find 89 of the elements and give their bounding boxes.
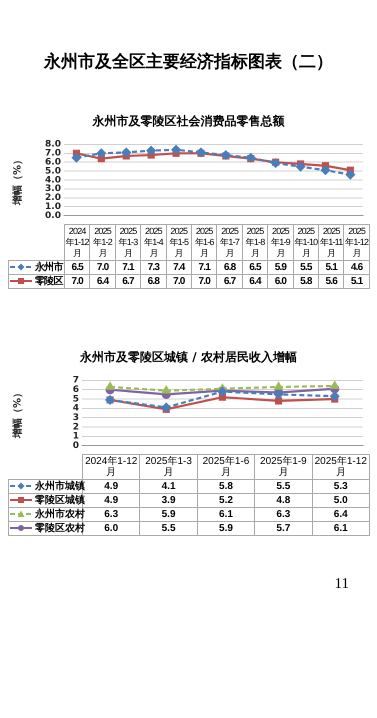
y-tick-label: 6 — [72, 385, 79, 396]
x-tick-label: 2025年1-5月 — [166, 224, 192, 260]
data-label: 6.3 — [254, 508, 312, 522]
y-tick-label: 3 — [72, 413, 79, 423]
data-label: 6.8 — [140, 274, 166, 288]
data-label: 4.8 — [254, 494, 312, 508]
data-label: 6.8 — [216, 260, 242, 274]
x-tick-label: 2025年1-10月 — [293, 224, 319, 260]
x-tick-label: 2025年1-12月 — [312, 454, 370, 480]
y-tick-label: 6.0 — [45, 158, 61, 168]
data-label: 6.7 — [216, 274, 242, 288]
y-tick-label: 3.0 — [45, 184, 61, 194]
data-label: 5.9 — [268, 260, 294, 274]
y-tick-label: 4.0 — [45, 175, 61, 186]
x-tick-label: 2025年1-9月 — [268, 224, 294, 260]
chart-title: 永州市及零陵区城镇 / 农村居民收入增幅 — [78, 349, 298, 366]
data-label: 5.1 — [318, 260, 344, 274]
data-label: 7.3 — [140, 260, 166, 274]
data-label: 5.5 — [254, 480, 312, 494]
y-tick-label: 1.0 — [45, 202, 61, 212]
text: 11 — [334, 576, 350, 593]
data-label: 4.9 — [104, 481, 118, 492]
x-tick-label: 2025年1-12月 — [344, 224, 370, 260]
data-label: 6.3 — [104, 509, 118, 520]
data-label: 4.6 — [344, 260, 370, 274]
x-tick-label: 2025年1-3月 — [115, 224, 141, 260]
data-label: 5.9 — [140, 508, 198, 522]
x-tick-label: 2025年1-6月 — [197, 454, 255, 480]
x-tick-label: 2025年1-4月 — [140, 224, 166, 260]
legend-label: 零陵区农村 — [35, 523, 85, 534]
y-tick-label: 1 — [72, 432, 79, 442]
y-tick-label: 2.0 — [45, 193, 61, 204]
y-tick-label: 7.0 — [45, 148, 61, 159]
data-label: 5.8 — [197, 480, 255, 494]
data-label: 6.0 — [268, 274, 294, 288]
data-label: 5.2 — [197, 494, 255, 508]
data-label: 5.0 — [312, 494, 370, 508]
data-label: 7.0 — [90, 260, 116, 274]
y-tick-label: 7 — [72, 376, 79, 386]
data-label: 5.3 — [312, 480, 370, 494]
data-label: 6.1 — [312, 522, 370, 536]
data-label: 5.1 — [344, 274, 370, 288]
data-label: 5.6 — [318, 274, 344, 288]
data-label: 5.5 — [140, 522, 198, 536]
legend-label: 永州市 — [35, 262, 63, 273]
x-tick-label: 2025年1-8月 — [242, 224, 268, 260]
x-tick-label: 2025年1-6月 — [192, 224, 217, 260]
y-tick-label: 2 — [72, 422, 79, 432]
x-tick-label: 2025年1-7月 — [216, 224, 242, 260]
data-label: 6.1 — [197, 508, 255, 522]
x-tick-label: 2025年1-11月 — [318, 224, 344, 260]
legend-label: 零陵区 — [35, 276, 63, 287]
data-label: 6.4 — [242, 274, 268, 288]
data-label: 6.4 — [90, 274, 116, 288]
text: 永州市及全区主要经济指标图表（二） — [42, 51, 334, 73]
data-label: 6.5 — [242, 260, 268, 274]
data-label: 4.1 — [140, 480, 198, 494]
y-axis-title: 增幅（%） — [12, 388, 24, 440]
data-label: 6.7 — [115, 274, 141, 288]
y-tick-label: 5.0 — [45, 166, 61, 176]
data-label: 7.0 — [166, 274, 192, 288]
data-label: 6.4 — [312, 508, 370, 522]
data-label: 3.9 — [140, 494, 198, 508]
data-label: 4.9 — [104, 495, 118, 506]
x-tick-label: 2025年1-2月 — [90, 224, 116, 260]
data-label: 6.5 — [64, 260, 90, 274]
y-tick-label: 8.0 — [45, 140, 61, 150]
data-label: 7.4 — [166, 260, 192, 274]
chart-title: 永州市及零陵区社会消费品零售总额 — [91, 113, 286, 130]
y-axis-title: 增幅（%） — [12, 154, 24, 206]
data-label: 5.5 — [293, 260, 319, 274]
y-tick-label: 0 — [72, 440, 79, 451]
data-label: 6.0 — [104, 523, 118, 534]
data-label: 7.1 — [115, 260, 141, 274]
data-label: 5.8 — [293, 274, 319, 288]
legend-label: 永州市城镇 — [35, 481, 85, 492]
legend-label: 永州市农村 — [35, 509, 85, 520]
data-label: 7.1 — [192, 260, 217, 274]
x-tick-label: 2025年1-9月 — [254, 454, 312, 480]
legend-label: 零陵区城镇 — [35, 495, 85, 506]
data-label: 5.9 — [197, 522, 255, 536]
y-tick-label: 5 — [72, 394, 79, 404]
x-tick-label: 2024年1-12月 — [82, 454, 140, 480]
data-label: 5.7 — [254, 522, 312, 536]
x-tick-label: 2025年1-3月 — [140, 454, 198, 480]
y-tick-label: 4 — [72, 404, 79, 414]
x-tick-label: 2024年1-12月 — [64, 224, 90, 260]
data-label: 7.0 — [192, 274, 217, 288]
y-tick-label: 0.0 — [45, 210, 61, 221]
